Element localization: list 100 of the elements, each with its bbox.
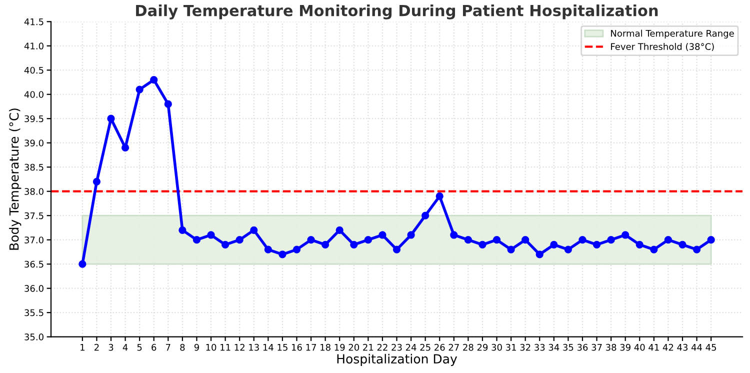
- x-tick-label: 26: [434, 344, 445, 351]
- point: [278, 250, 286, 258]
- point: [478, 240, 486, 249]
- point: [578, 236, 586, 244]
- point: [536, 250, 544, 258]
- y-axis-title: Body Temperature (°C): [9, 108, 22, 250]
- x-tick-label: 11: [220, 344, 230, 351]
- x-tick-label: 36: [577, 344, 588, 351]
- point: [121, 144, 130, 152]
- x-tick-label: 23: [392, 344, 402, 351]
- y-tick-label: 36.0: [24, 285, 44, 292]
- point: [636, 240, 644, 249]
- x-tick-label: 39: [620, 344, 630, 351]
- x-tick-label: 30: [492, 344, 502, 351]
- legend-label: Normal Temperature Range: [611, 30, 734, 38]
- x-tick-label: 43: [677, 344, 688, 351]
- x-tick-label: 31: [506, 344, 516, 351]
- x-tick-label: 27: [448, 344, 459, 351]
- x-axis-title: Hospitalization Day: [337, 354, 458, 366]
- x-tick-label: 32: [520, 344, 530, 351]
- x-tick-label: 22: [377, 344, 388, 351]
- point: [336, 226, 344, 234]
- y-tick-label: 35.0: [24, 334, 44, 340]
- y-tick-label: 38.5: [24, 164, 44, 171]
- point: [592, 240, 601, 249]
- chart-title: Daily Temperature Monitoring During Patient Hospitalization: [136, 4, 658, 20]
- point: [92, 178, 101, 186]
- point: [422, 212, 430, 220]
- point: [136, 86, 144, 94]
- x-tick-label: 16: [292, 344, 302, 351]
- point: [178, 226, 186, 234]
- x-tick-label: 2: [94, 344, 99, 351]
- x-tick-label: 41: [648, 344, 659, 351]
- point: [492, 236, 501, 244]
- x-tick-label: 6: [152, 344, 156, 351]
- y-tick-label: 40.0: [24, 91, 44, 98]
- point: [550, 240, 558, 249]
- x-tick-label: 14: [263, 344, 274, 351]
- x-tick-label: 9: [194, 344, 199, 351]
- point: [707, 236, 715, 244]
- point: [192, 236, 201, 244]
- x-tick-label: 7: [166, 344, 170, 351]
- y-tick-label: 39.0: [24, 140, 44, 146]
- point: [307, 236, 315, 244]
- point: [264, 246, 272, 254]
- x-tick-label: 12: [234, 344, 244, 351]
- x-tick-label: 29: [477, 344, 488, 351]
- x-tick-label: 35: [563, 344, 574, 351]
- x-tick-label: 34: [548, 344, 560, 351]
- y-tick-label: 36.5: [24, 260, 44, 268]
- point: [150, 76, 158, 84]
- y-tick-label: 38.0: [24, 188, 44, 195]
- x-tick-label: 18: [320, 344, 330, 351]
- point: [107, 114, 115, 122]
- y-tick-label: 39.5: [24, 115, 44, 122]
- x-tick-label: 21: [363, 344, 374, 351]
- point: [392, 246, 401, 254]
- x-tick-label: 25: [420, 344, 430, 351]
- point: [207, 231, 215, 239]
- x-tick-label: 13: [249, 344, 259, 351]
- y-tick-label: 37.0: [24, 236, 44, 244]
- x-tick-label: 24: [406, 344, 416, 351]
- y-tick-label: 41.5: [24, 18, 44, 26]
- point: [607, 236, 615, 244]
- x-tick-label: 42: [662, 344, 674, 351]
- x-tick-label: 19: [334, 344, 345, 351]
- x-tick-label: 37: [592, 344, 602, 351]
- y-tick-label: 35.5: [24, 309, 44, 316]
- legend-label: Fever Threshold (38°C): [611, 43, 714, 52]
- y-tick-label: 37.5: [24, 212, 44, 220]
- point: [450, 231, 458, 239]
- x-tick-label: 17: [306, 344, 316, 351]
- point: [292, 246, 301, 254]
- point: [164, 100, 172, 108]
- point: [78, 260, 86, 268]
- point: [236, 236, 244, 244]
- x-tick-label: 44: [691, 344, 702, 351]
- x-tick-label: 20: [348, 344, 360, 351]
- y-tick-label: 40.5: [24, 66, 44, 74]
- point: [350, 240, 358, 249]
- point: [378, 231, 386, 239]
- x-tick-label: 28: [463, 344, 474, 351]
- y-tick-label: 41.0: [24, 42, 44, 50]
- point: [564, 246, 572, 254]
- x-tick-label: 33: [534, 344, 545, 351]
- x-tick-label: 45: [706, 344, 716, 351]
- point: [522, 236, 530, 244]
- point: [507, 246, 515, 254]
- point: [464, 236, 472, 244]
- point: [250, 226, 258, 234]
- point: [678, 240, 686, 249]
- point: [364, 236, 372, 244]
- point: [221, 240, 230, 249]
- point: [692, 246, 701, 254]
- point: [664, 236, 672, 244]
- x-tick-label: 8: [180, 344, 185, 351]
- point: [622, 231, 630, 239]
- point: [650, 246, 658, 254]
- point: [321, 240, 330, 249]
- x-tick-label: 5: [137, 344, 142, 351]
